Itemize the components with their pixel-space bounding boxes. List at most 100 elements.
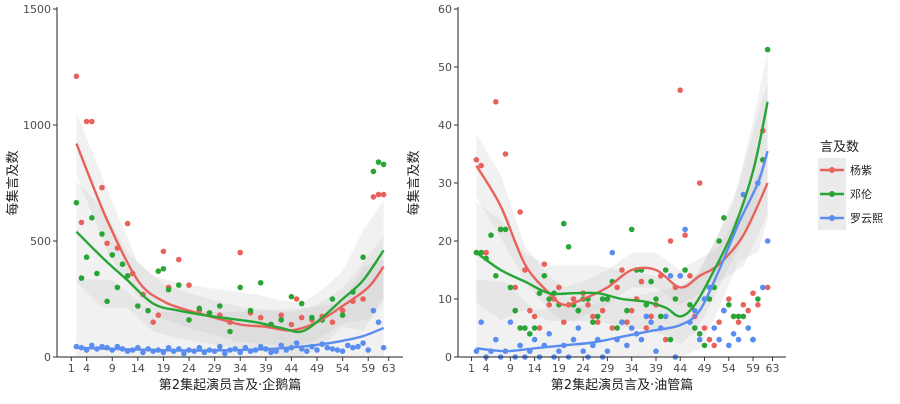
data-point-series-2 (186, 317, 192, 323)
data-point-series-2 (716, 238, 722, 244)
data-point-series-1 (726, 296, 732, 302)
data-point-series-3 (257, 343, 264, 350)
data-point-series-2 (257, 280, 264, 286)
x-tick-label: 24 (576, 362, 590, 375)
x-tick-label: 4 (483, 362, 490, 375)
data-point-series-3 (507, 319, 514, 326)
legend-swatch-point (829, 191, 835, 197)
trend-line-series-2 (475, 101, 769, 318)
data-point-series-1 (78, 219, 85, 226)
x-tick-label: 19 (156, 362, 170, 375)
data-point-series-1 (124, 220, 131, 227)
data-point-series-1 (473, 157, 480, 163)
data-point-series-3 (355, 343, 361, 350)
data-point-series-3 (628, 325, 635, 331)
y-tick-label: 1000 (23, 119, 51, 132)
data-point-series-2 (653, 296, 659, 302)
data-point-series-3 (365, 347, 372, 353)
y-axis-title-left: 每集言及数 (5, 150, 21, 215)
data-point-series-1 (546, 302, 552, 308)
data-point-series-3 (590, 342, 596, 349)
data-point-series-3 (350, 344, 356, 351)
x-tick-label: 34 (625, 362, 639, 375)
data-point-series-3 (380, 344, 387, 351)
y-tick-label: 1500 (23, 3, 51, 16)
data-point-series-1 (99, 184, 105, 191)
data-point-series-1 (536, 325, 543, 331)
data-point-series-2 (541, 273, 548, 279)
data-point-series-3 (735, 336, 742, 343)
plot-area-right (476, 51, 768, 357)
data-point-series-3 (580, 348, 586, 355)
data-point-series-2 (531, 325, 538, 331)
y-axis-title-right: 每集言及数 (406, 150, 422, 215)
data-point-series-2 (360, 254, 366, 260)
y-tick-label: 30 (438, 177, 452, 190)
plot-area-left (76, 112, 384, 357)
x-tick-label: 44 (284, 362, 298, 375)
x-tick-label: 49 (698, 362, 712, 375)
data-point-series-3 (304, 348, 310, 355)
data-point-series-1 (682, 232, 688, 238)
data-point-series-2 (89, 215, 95, 221)
data-point-series-2 (726, 302, 732, 308)
data-point-series-3 (730, 331, 737, 337)
data-point-series-2 (217, 303, 223, 309)
y-tick-label: 60 (438, 3, 452, 16)
x-tick-label: 9 (109, 362, 116, 375)
data-point-series-3 (196, 344, 203, 351)
data-point-series-1 (375, 191, 382, 198)
data-point-series-3 (89, 342, 95, 349)
data-point-series-2 (288, 293, 295, 300)
data-point-series-1 (570, 296, 577, 302)
data-point-series-2 (561, 220, 567, 227)
data-point-series-3 (750, 336, 756, 343)
data-point-series-3 (293, 340, 300, 346)
data-point-series-2 (507, 284, 514, 291)
data-point-series-2 (247, 307, 254, 314)
x-tick-label: 63 (765, 362, 779, 375)
data-point-series-3 (478, 319, 485, 326)
data-point-series-3 (217, 343, 223, 350)
data-point-series-1 (677, 87, 683, 93)
confidence-band-2 (476, 51, 768, 345)
data-point-series-1 (541, 261, 548, 268)
data-point-series-2 (517, 325, 523, 331)
data-point-series-2 (522, 325, 528, 331)
data-point-series-1 (599, 307, 606, 314)
data-point-series-2 (135, 303, 141, 309)
data-point-series-2 (497, 226, 504, 233)
data-point-series-2 (176, 282, 182, 288)
data-point-series-3 (692, 307, 698, 314)
data-point-series-2 (740, 313, 747, 320)
y-tick-label: 0 (44, 351, 51, 364)
data-point-series-1 (298, 314, 305, 321)
data-point-series-2 (696, 331, 703, 337)
data-point-series-3 (682, 226, 688, 233)
data-point-series-3 (609, 249, 616, 256)
data-point-series-2 (546, 296, 552, 302)
data-point-series-3 (667, 273, 674, 279)
data-point-series-1 (662, 336, 669, 343)
data-point-series-3 (570, 336, 577, 343)
data-point-series-3 (329, 346, 336, 352)
legend-swatch-point (829, 167, 835, 173)
data-point-series-2 (536, 290, 543, 297)
trend-line-series-1 (75, 143, 385, 332)
x-axis-title-left: 第2集起演员言及·企鹅篇 (159, 377, 301, 393)
x-tick-label: 29 (600, 362, 614, 375)
x-tick-label: 39 (259, 362, 273, 375)
data-point-series-2 (599, 296, 606, 302)
data-point-series-3 (648, 319, 654, 326)
data-point-series-2 (672, 296, 679, 302)
data-point-series-2 (755, 296, 761, 302)
x-tick-label: 24 (182, 362, 196, 375)
data-point-series-1 (619, 267, 625, 273)
data-point-series-1 (628, 307, 635, 314)
data-point-series-2 (99, 231, 105, 237)
data-point-series-3 (575, 325, 582, 331)
data-point-series-3 (531, 336, 538, 343)
data-point-series-1 (512, 284, 518, 291)
